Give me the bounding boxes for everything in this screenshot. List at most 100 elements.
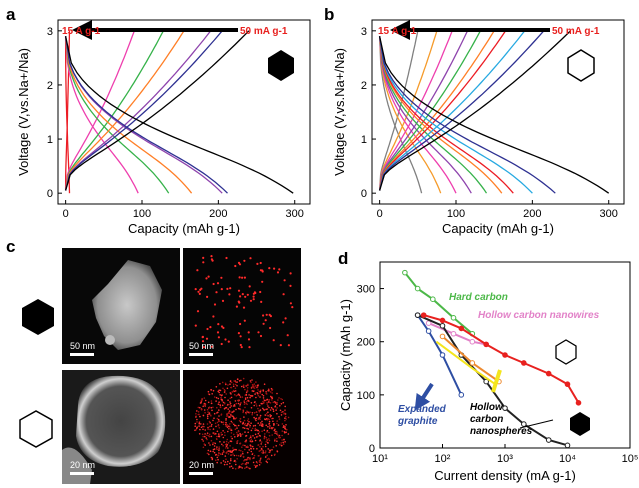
eds-dot bbox=[261, 280, 264, 283]
rate-data-point bbox=[521, 421, 527, 427]
eds-dot bbox=[283, 425, 285, 427]
eds-dot bbox=[235, 408, 237, 411]
eds-dot bbox=[207, 449, 210, 452]
eds-dot bbox=[220, 462, 222, 464]
eds-dot bbox=[234, 380, 237, 382]
eds-dot bbox=[206, 295, 209, 298]
eds-dot bbox=[243, 423, 246, 426]
eds-dot bbox=[225, 393, 227, 395]
eds-dot bbox=[219, 394, 221, 396]
eds-dot bbox=[239, 435, 242, 438]
eds-dot bbox=[227, 384, 229, 386]
eds-dot bbox=[195, 413, 197, 415]
rate-series-line bbox=[417, 314, 568, 447]
y-tick-label: 300 bbox=[357, 284, 375, 296]
eds-dot bbox=[259, 418, 261, 421]
eds-dot bbox=[243, 400, 245, 403]
eds-dot bbox=[253, 387, 256, 389]
eds-dot bbox=[258, 390, 261, 393]
eds-dot bbox=[244, 388, 246, 391]
eds-dot bbox=[255, 392, 257, 394]
eds-dot bbox=[274, 401, 276, 403]
eds-dot bbox=[275, 409, 277, 411]
eds-dot bbox=[260, 447, 263, 450]
eds-dot bbox=[275, 445, 278, 447]
eds-dot bbox=[229, 383, 231, 386]
eds-dot bbox=[245, 393, 248, 396]
eds-dot bbox=[246, 427, 248, 430]
eds-dot bbox=[221, 299, 225, 302]
eds-dot bbox=[272, 426, 275, 429]
eds-dot bbox=[216, 430, 219, 433]
eds-dot bbox=[239, 442, 242, 445]
eds-dot bbox=[216, 435, 218, 438]
rate-data-point bbox=[439, 352, 446, 358]
eds-dot bbox=[207, 275, 210, 278]
eds-dot bbox=[201, 398, 203, 400]
eds-dot bbox=[198, 425, 200, 427]
eds-dot bbox=[225, 440, 228, 443]
eds-dot bbox=[206, 423, 209, 425]
eds-dot bbox=[259, 290, 262, 294]
eds-dot bbox=[276, 401, 278, 404]
eds-dot bbox=[252, 435, 254, 437]
scale-bar bbox=[70, 472, 94, 475]
eds-dot bbox=[268, 313, 271, 316]
eds-dot bbox=[246, 423, 249, 425]
charge-curve bbox=[64, 30, 136, 191]
eds-dot bbox=[263, 436, 266, 439]
eds-dot bbox=[248, 394, 250, 396]
eds-dot bbox=[249, 299, 253, 302]
eds-dot bbox=[218, 433, 220, 435]
eds-dot bbox=[272, 410, 275, 413]
eds-dot bbox=[237, 400, 240, 402]
eds-dot bbox=[237, 300, 240, 303]
eds-dot bbox=[235, 448, 237, 451]
eds-dot bbox=[221, 421, 223, 424]
eds-dot bbox=[259, 414, 262, 417]
eds-dot bbox=[220, 414, 222, 416]
rate-data-point bbox=[439, 322, 446, 329]
eds-dot bbox=[216, 446, 218, 448]
eds-dot bbox=[214, 442, 217, 445]
eds-dot bbox=[264, 456, 267, 458]
eds-dot bbox=[277, 436, 280, 438]
eds-dot bbox=[225, 458, 227, 461]
eds-dot bbox=[269, 415, 272, 418]
eds-dot bbox=[258, 410, 261, 413]
eds-dot bbox=[225, 447, 227, 449]
eds-dot bbox=[246, 387, 249, 389]
eds-dot bbox=[259, 445, 261, 448]
charge-curve bbox=[378, 30, 571, 191]
charge-curve bbox=[64, 30, 223, 191]
eds-dot bbox=[204, 405, 206, 407]
eds-dot bbox=[260, 402, 263, 405]
eds-dot bbox=[222, 401, 225, 404]
eds-dot bbox=[243, 416, 245, 418]
eds-dot bbox=[255, 403, 257, 405]
eds-dot bbox=[238, 449, 240, 452]
eds-dot bbox=[245, 462, 248, 464]
eds-dot bbox=[267, 411, 269, 414]
eds-dot bbox=[259, 269, 262, 272]
eds-dot bbox=[209, 428, 211, 431]
eds-dot bbox=[251, 385, 254, 388]
eds-dot bbox=[216, 421, 219, 424]
eds-dot bbox=[254, 393, 256, 395]
eds-dot bbox=[265, 313, 268, 316]
eds-dot bbox=[216, 417, 219, 420]
panel-label-d: d bbox=[338, 249, 348, 268]
eds-dot bbox=[257, 418, 260, 421]
eds-dot bbox=[234, 400, 237, 402]
eds-dot bbox=[236, 431, 238, 434]
eds-dot bbox=[216, 282, 220, 285]
eds-dot bbox=[199, 428, 201, 431]
eds-dot bbox=[286, 334, 289, 337]
eds-dot bbox=[283, 279, 286, 282]
eds-dot bbox=[266, 398, 268, 401]
eds-dot bbox=[244, 444, 246, 447]
eds-dot bbox=[235, 454, 238, 457]
eds-dot bbox=[230, 432, 233, 434]
eds-dot bbox=[283, 438, 285, 441]
eds-dot bbox=[279, 344, 282, 347]
